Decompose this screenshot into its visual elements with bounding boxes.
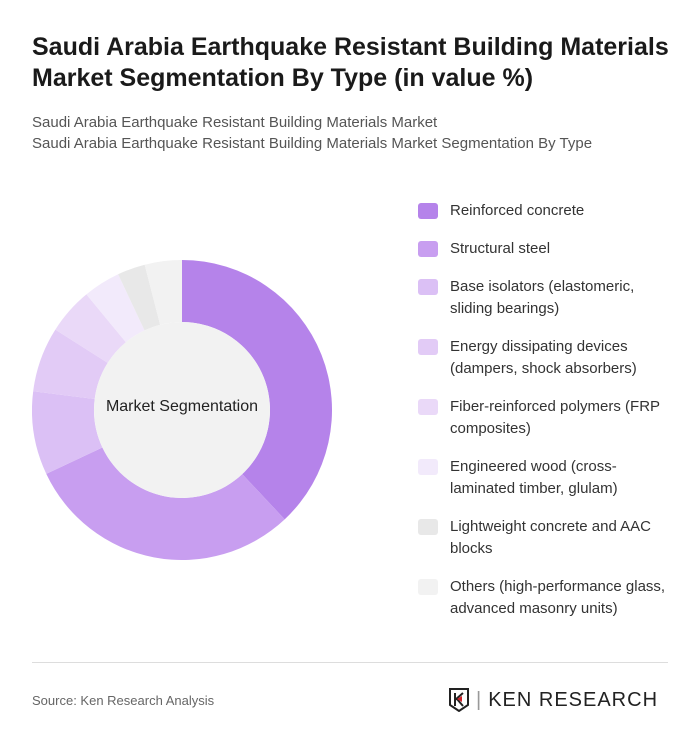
legend-item: Reinforced concrete <box>418 200 584 222</box>
subtitle-line-2: Saudi Arabia Earthquake Resistant Buildi… <box>32 135 593 152</box>
source-note: Source: Ken Research Analysis <box>32 693 215 708</box>
ken-research-logo: | KEN RESEARCH <box>448 688 658 712</box>
donut-slice <box>46 447 285 560</box>
donut-chart <box>32 260 332 560</box>
donut-hole <box>94 322 270 498</box>
legend-swatch <box>418 519 438 535</box>
legend-label: Base isolators (elastomeric, sliding bea… <box>450 278 635 317</box>
donut-slice <box>182 260 332 520</box>
donut-slice <box>144 260 182 325</box>
donut-slice <box>55 294 126 363</box>
legend-label: Fiber-reinforced polymers (FRP composite… <box>450 398 660 437</box>
legend-label: Others (high-performance glass, advanced… <box>450 578 666 617</box>
legend-swatch <box>418 203 438 219</box>
legend-swatch <box>418 399 438 415</box>
legend-label: Lightweight concrete and AAC blocks <box>450 518 651 557</box>
legend-label: Reinforced concrete <box>450 202 585 219</box>
footer-divider <box>32 662 668 663</box>
legend-item: Fiber-reinforced polymers (FRP composite… <box>418 396 678 440</box>
donut-center-label: Market Segmentation <box>105 398 259 415</box>
legend-swatch <box>418 241 438 257</box>
donut-slice <box>86 274 145 343</box>
legend-item: Structural steel <box>418 238 550 260</box>
legend-label: Energy dissipating devices (dampers, sho… <box>450 338 637 377</box>
legend-label: Structural steel <box>450 240 551 257</box>
donut-slice <box>118 264 161 331</box>
logo-text: KEN RESEARCH <box>488 688 659 711</box>
legend-swatch <box>418 339 438 355</box>
legend-swatch <box>418 279 438 295</box>
legend-item: Lightweight concrete and AAC blocks <box>418 516 678 560</box>
legend-swatch <box>418 579 438 595</box>
legend-item: Others (high-performance glass, advanced… <box>418 576 678 620</box>
page-title: Saudi Arabia Earthquake Resistant Buildi… <box>32 33 669 92</box>
donut-slice <box>32 391 103 474</box>
legend-swatch <box>418 459 438 475</box>
legend-item: Engineered wood (cross-laminated timber,… <box>418 456 678 500</box>
legend-label: Engineered wood (cross-laminated timber,… <box>450 458 618 497</box>
legend-item: Base isolators (elastomeric, sliding bea… <box>418 276 678 320</box>
ken-logo-icon <box>449 688 469 712</box>
legend-item: Energy dissipating devices (dampers, sho… <box>418 336 678 380</box>
subtitle-line-1: Saudi Arabia Earthquake Resistant Buildi… <box>32 114 438 131</box>
donut-slice <box>33 329 108 399</box>
subtitle: Saudi Arabia Earthquake Resistant Buildi… <box>32 112 592 154</box>
